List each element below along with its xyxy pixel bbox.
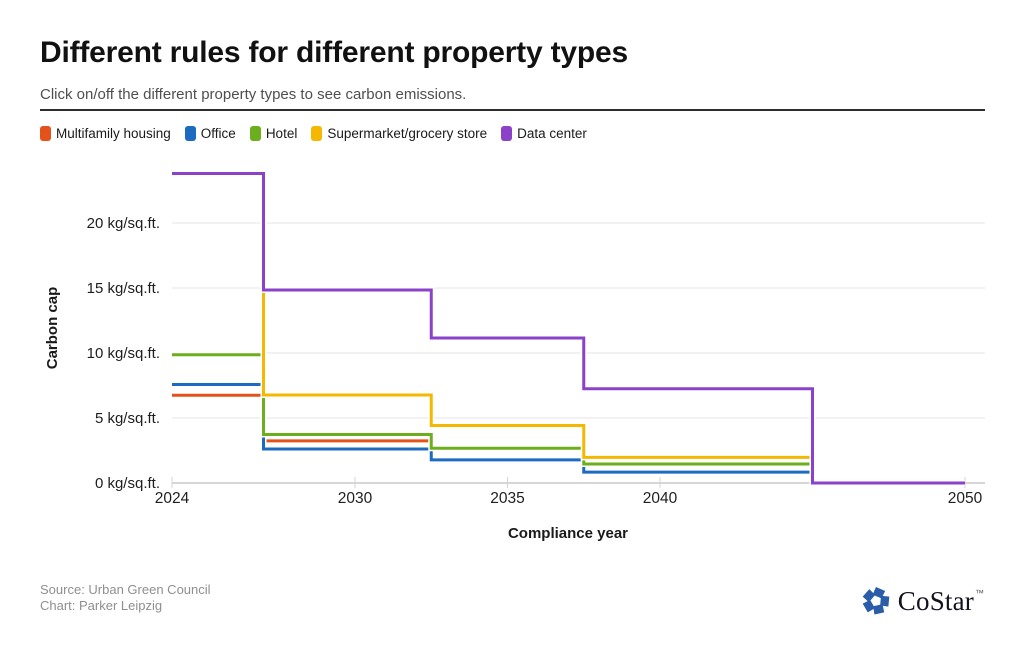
- chart-title: Different rules for different property t…: [40, 36, 628, 69]
- x-axis-tick-labels: 2024 2030 2035 2040 2050: [155, 490, 983, 507]
- trademark-symbol: ™: [975, 587, 984, 598]
- series-line-hotel: [172, 353, 965, 485]
- y-axis-title: Carbon cap: [44, 287, 61, 370]
- pinwheel-blade: [879, 595, 890, 607]
- costar-logo: CoStar™: [860, 584, 984, 618]
- legend-label: Multifamily housing: [56, 126, 171, 141]
- legend-item-data-center[interactable]: Data center: [501, 126, 587, 141]
- header-divider: [40, 109, 985, 111]
- costar-logo-text: CoStar™: [898, 586, 984, 617]
- pinwheel-blade: [862, 589, 875, 603]
- legend-item-supermarket-grocery-store[interactable]: Supermarket/grocery store: [311, 126, 487, 141]
- legend-swatch-icon: [40, 126, 51, 141]
- legend-label: Supermarket/grocery store: [327, 126, 488, 141]
- chart-legend: Multifamily housing Office Hotel Supermarke…: [40, 126, 985, 141]
- x-axis-title: Compliance year: [508, 525, 628, 542]
- legend-swatch-icon: [311, 126, 323, 141]
- series-halo: [172, 351, 965, 486]
- x-tick-label: 2040: [643, 490, 678, 507]
- x-tick-label: 2024: [155, 490, 190, 507]
- pinwheel-blade: [862, 599, 875, 613]
- legend-item-office[interactable]: Office: [184, 126, 236, 141]
- chart-credit: Chart: Parker Leipzig: [40, 598, 163, 613]
- legend-item-hotel[interactable]: Hotel: [249, 126, 298, 141]
- legend-item-multifamily-housing[interactable]: Multifamily housing: [40, 126, 171, 141]
- x-tick-label: 2035: [490, 490, 524, 507]
- x-tick-label: 2050: [948, 490, 983, 507]
- legend-label: Hotel: [265, 126, 298, 141]
- chart-subtitle: Click on/off the different property type…: [40, 86, 467, 103]
- y-tick-label: 5 kg/sq.ft.: [95, 410, 160, 427]
- footer-credits: Source: Urban Green Council Chart: Parke…: [40, 582, 211, 614]
- y-tick-label: 15 kg/sq.ft.: [87, 280, 160, 297]
- series-halo: [172, 392, 965, 486]
- y-axis-tick-labels: 0 kg/sq.ft. 5 kg/sq.ft. 10 kg/sq.ft. 15 kg/…: [87, 215, 160, 492]
- x-axis-ticks: [171, 477, 966, 488]
- gridlines: [172, 222, 985, 484]
- series-line-data-center: [172, 171, 965, 485]
- x-tick-label: 2030: [338, 490, 373, 507]
- legend-label: Data center: [517, 126, 587, 141]
- y-tick-label: 10 kg/sq.ft.: [87, 345, 160, 362]
- costar-pinwheel-icon: [862, 587, 890, 615]
- emissions-step-chart: 0 kg/sq.ft. 5 kg/sq.ft. 10 kg/sq.ft. 15 kg/…: [44, 170, 985, 542]
- pinwheel-blade: [872, 604, 885, 615]
- y-tick-label: 0 kg/sq.ft.: [95, 475, 160, 492]
- series-lines: [172, 170, 965, 486]
- costar-wordmark: CoStar: [897, 585, 974, 616]
- legend-swatch-icon: [501, 126, 513, 141]
- y-tick-label: 20 kg/sq.ft.: [87, 215, 160, 232]
- pinwheel-blade: [872, 587, 885, 599]
- legend-swatch-icon: [249, 126, 261, 141]
- legend-label: Office: [200, 126, 236, 141]
- source-credit: Source: Urban Green Council: [40, 582, 211, 597]
- legend-swatch-icon: [184, 126, 196, 141]
